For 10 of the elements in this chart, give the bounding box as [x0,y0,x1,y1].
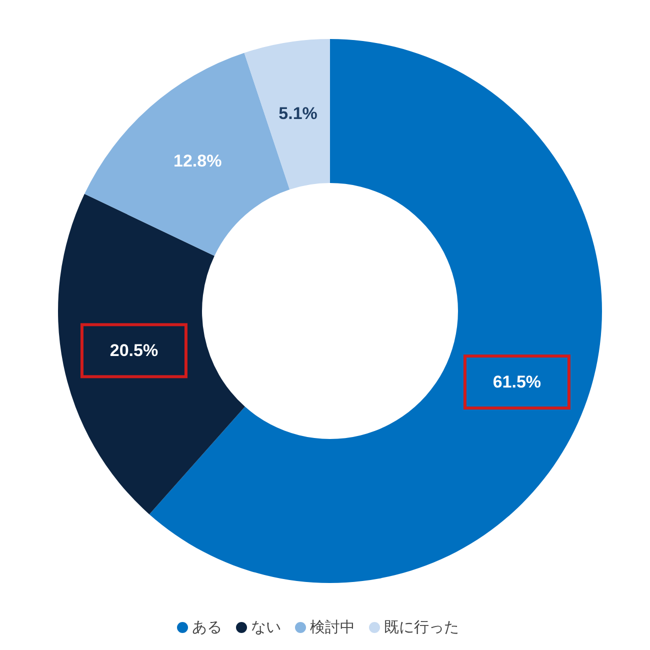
legend-label: ある [192,619,222,636]
legend-label: 検討中 [310,619,355,636]
data-label: 5.1% [278,104,318,124]
legend-label: 既に行った [384,619,459,636]
data-label: 12.8% [174,152,222,171]
donut-slice [58,194,245,514]
data-label: 61.5% [492,372,542,392]
legend-label: ない [251,619,281,636]
data-label: 20.5% [110,341,158,360]
donut-slice [244,39,330,190]
